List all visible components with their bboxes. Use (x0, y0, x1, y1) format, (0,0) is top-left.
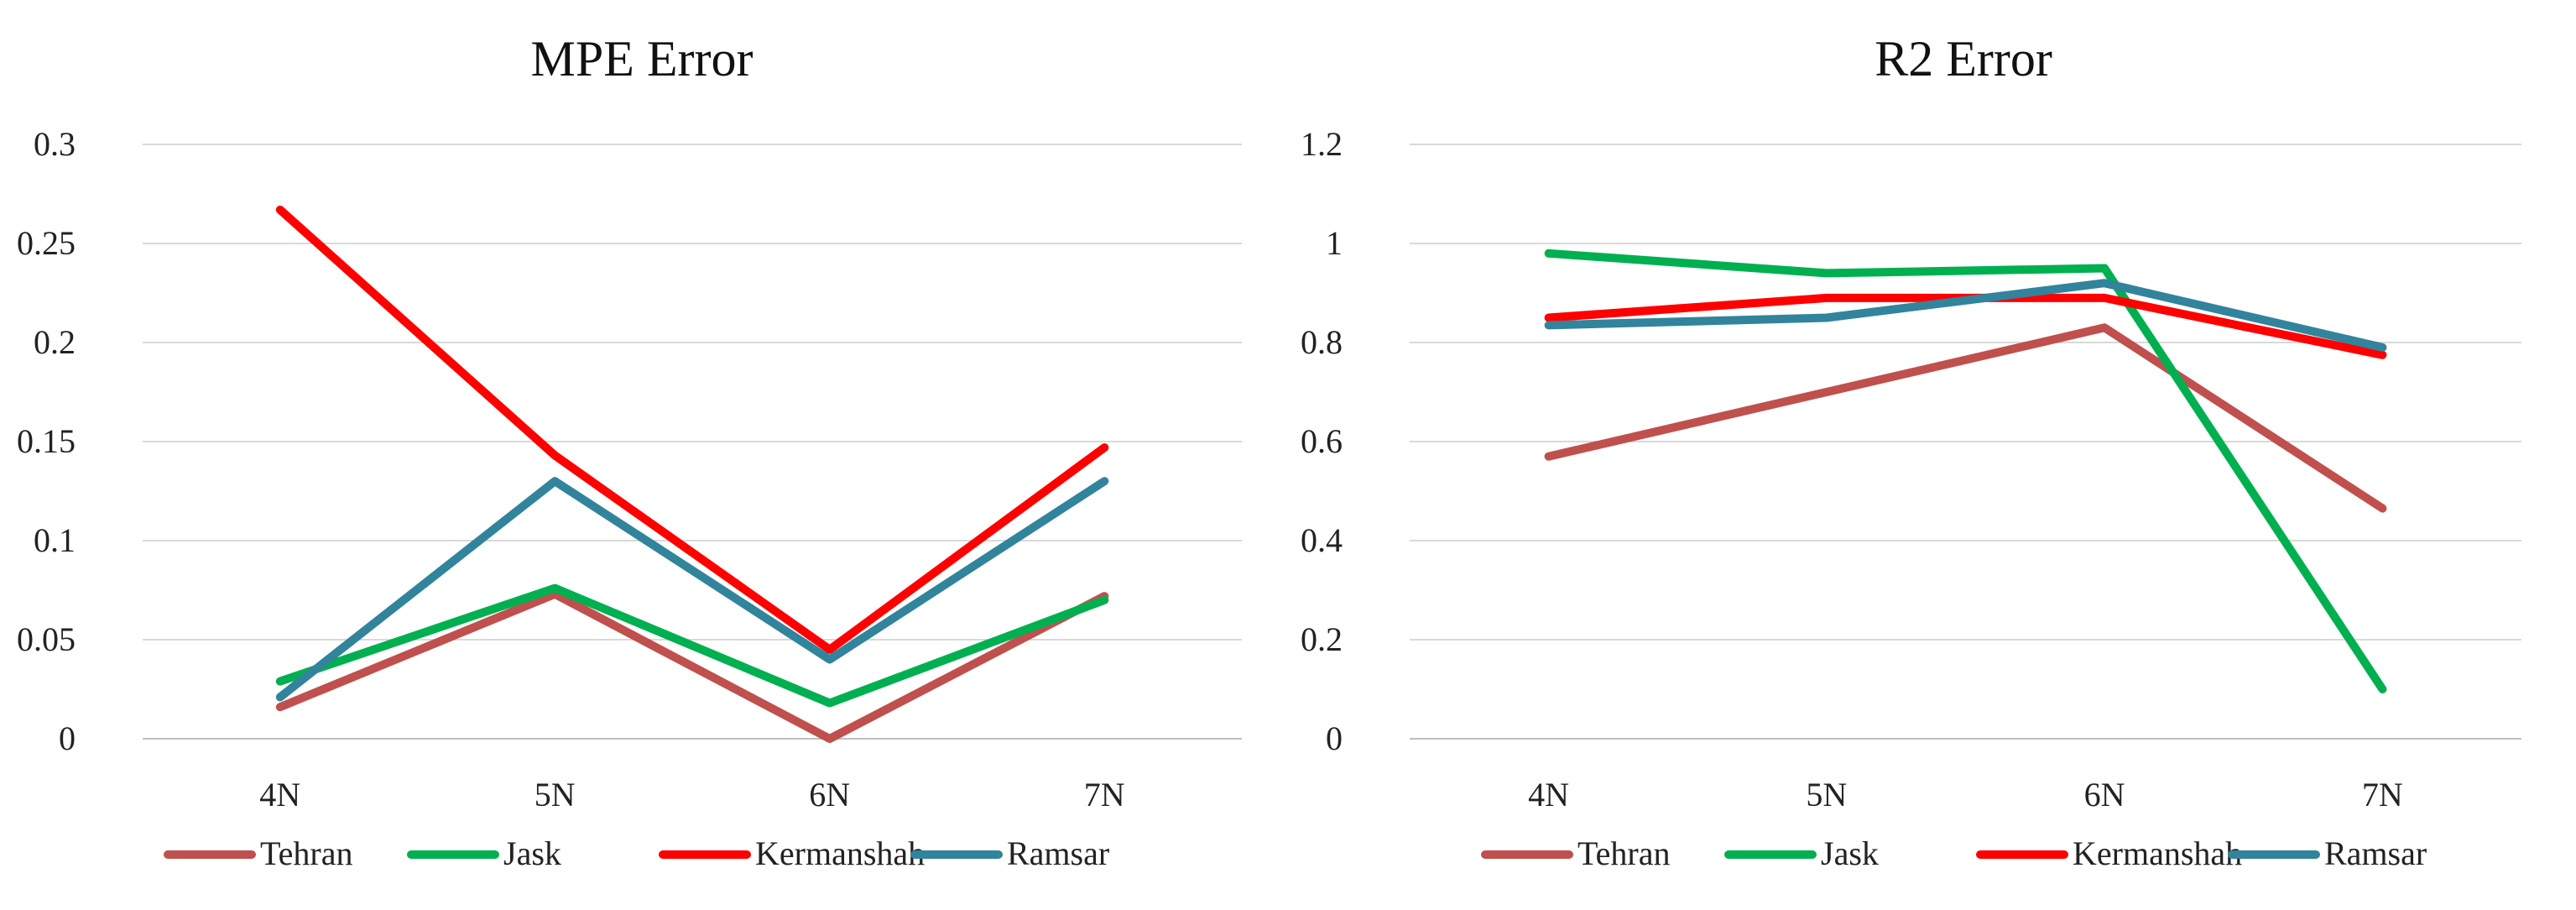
mpe-error-legend-item-ramsar: Ramsar (910, 834, 1109, 872)
mpe-error-series-tehran-line (275, 589, 1109, 743)
mpe-error-title: MPE Error (531, 31, 754, 86)
mpe-error-x-tick-label: 7N (1084, 776, 1125, 813)
mpe-error-y-tick-label: 0.05 (17, 620, 76, 658)
r2-error-x-tick-label: 4N (1528, 776, 1569, 813)
r2-chart: R2 Error 0 0.2 0.4 0.6 0.8 1 1.2 4N 5N 6N 7N Tehran J… (1301, 31, 2521, 872)
r2-error-y-tick-label: 1 (1326, 224, 1343, 262)
mpe-error-legend-label: Tehran (260, 834, 352, 872)
mpe-error-x-tick-label: 6N (809, 776, 850, 813)
mpe-error-legend-label: Ramsar (1007, 834, 1109, 872)
mpe-chart: MPE Error 0 0.05 0.1 0.15 0.2 0.25 0.3 4N 5N 6N 7N T… (17, 31, 1242, 872)
mpe-error-legend-item-kermanshah: Kermanshah (659, 834, 925, 872)
mpe-error-y-tick-label: 0.3 (34, 125, 76, 163)
mpe-error-y-tick-label: 0.2 (34, 323, 76, 361)
r2-error-x-tick-label: 5N (1806, 776, 1847, 813)
mpe-error-series-kermanshah-line (275, 205, 1109, 654)
mpe-error-y-tick-label: 0.1 (34, 521, 76, 559)
r2-chart-panel: R2 Error 0 0.2 0.4 0.6 0.8 1 1.2 4N 5N 6N 7N Tehran J… (1288, 0, 2576, 910)
r2-error-legend-item-jask: Jask (1724, 834, 1879, 872)
mpe-error-legend-label: Jask (503, 834, 561, 872)
mpe-error-legend-item-tehran: Tehran (164, 834, 352, 872)
mpe-error-y-tick-label: 0.25 (17, 224, 76, 262)
r2-error-y-tick-label: 0.6 (1301, 422, 1343, 460)
mpe-error-series-jask-line (275, 583, 1109, 708)
r2-error-y-tick-label: 0 (1326, 719, 1343, 757)
r2-error-title: R2 Error (1875, 31, 2052, 86)
r2-error-y-tick-label: 0.8 (1301, 323, 1343, 361)
r2-error-legend-item-ramsar: Ramsar (2228, 834, 2427, 872)
r2-error-legend-item-kermanshah: Kermanshah (1976, 834, 2242, 872)
r2-error-legend-label: Jask (1821, 834, 1879, 872)
r2-error-series-ramsar-line (1544, 279, 2387, 352)
r2-error-legend-label: Ramsar (2324, 834, 2427, 872)
r2-error-series-kermanshah-line (1544, 293, 2387, 359)
mpe-error-series-ramsar-line (275, 477, 1109, 702)
mpe-chart-panel: MPE Error 0 0.05 0.1 0.15 0.2 0.25 0.3 4N 5N 6N 7N T… (17, 31, 1242, 872)
r2-error-x-tick-label: 6N (2084, 776, 2125, 813)
mpe-error-legend-label: Kermanshah (755, 834, 925, 872)
mpe-error-x-tick-label: 5N (534, 776, 576, 813)
r2-error-x-tick-label: 7N (2362, 776, 2403, 813)
r2-error-legend-item-tehran: Tehran (1481, 834, 1670, 872)
r2-error-y-tick-label: 0.4 (1301, 521, 1343, 559)
mpe-error-y-tick-label: 0.15 (17, 422, 76, 460)
r2-error-y-tick-label: 0.2 (1301, 620, 1343, 658)
r2-error-legend-label: Tehran (1577, 834, 1670, 872)
r2-error-series-jask-line (1544, 248, 2387, 693)
r2-error-legend-label: Kermanshah (2073, 834, 2242, 872)
r2-error-series-tehran-line (1544, 323, 2387, 513)
mpe-error-legend-item-jask: Jask (407, 834, 561, 872)
r2-error-y-tick-label: 1.2 (1301, 125, 1343, 163)
mpe-error-y-tick-label: 0 (59, 719, 76, 757)
mpe-error-x-tick-label: 4N (259, 776, 300, 813)
